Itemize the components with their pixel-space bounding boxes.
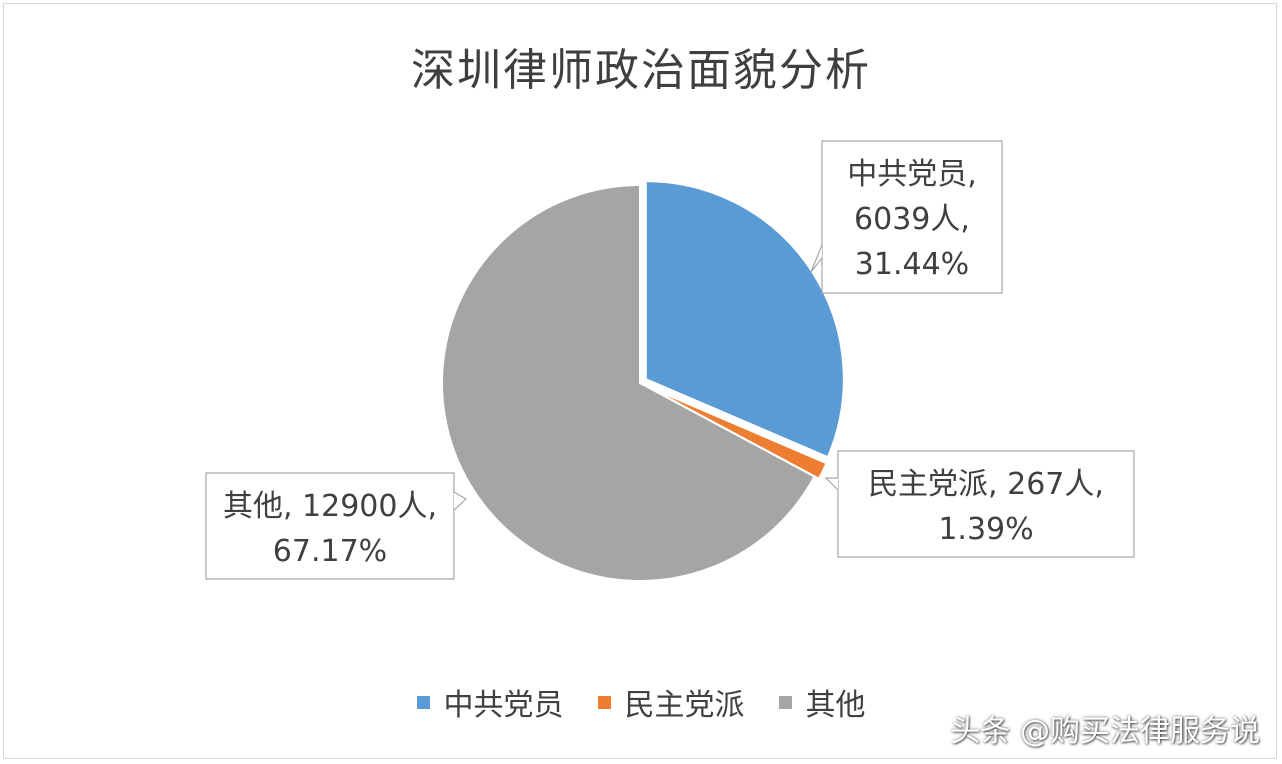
legend-swatch-democratic (597, 695, 611, 709)
data-label-democratic: 民主党派, 267人, 1.39% (824, 450, 1135, 558)
chart-frame (3, 3, 1277, 759)
legend-item-ccp: 中共党员 (416, 680, 564, 724)
data-label-democratic-line-2: 1.39% (938, 512, 1033, 547)
legend-label-ccp: 中共党员 (443, 688, 564, 723)
data-label-ccp-line-3: 31.44% (855, 247, 969, 282)
chart-title: 深圳律师政治面貌分析 (411, 45, 871, 96)
pie-slice-democratic (644, 384, 828, 481)
data-label-ccp-box (821, 140, 1003, 294)
data-label-other-box (205, 472, 455, 580)
data-label-other: 其他, 12900人, 67.17% (205, 472, 468, 580)
data-label-democratic-pointer (824, 477, 839, 491)
data-label-ccp-line-1: 中共党员, (847, 157, 977, 192)
data-label-ccp: 中共党员, 6039人, 31.44% (810, 140, 1003, 294)
legend-label-democratic: 民主党派 (624, 688, 745, 723)
legend: 中共党员 民主党派 其他 (0, 680, 1282, 724)
data-label-democratic-line-1: 民主党派, 267人, (868, 467, 1104, 502)
data-label-ccp-pointer (810, 244, 823, 273)
data-label-democratic-box (837, 450, 1135, 558)
data-label-ccp-line-2: 6039人, (854, 202, 970, 237)
watermark: 头条 @购买法律服务说 (950, 714, 1260, 749)
legend-item-democratic: 民主党派 (597, 680, 745, 724)
legend-swatch-ccp (416, 695, 430, 709)
data-label-other-line-1: 其他, 12900人, (223, 489, 437, 524)
data-label-other-pointer (453, 491, 468, 511)
data-label-other-line-2: 67.17% (273, 534, 387, 569)
pie-slice-other (441, 183, 816, 582)
legend-item-other: 其他 (778, 680, 866, 724)
legend-label-other: 其他 (805, 688, 866, 723)
legend-swatch-other (778, 695, 792, 709)
